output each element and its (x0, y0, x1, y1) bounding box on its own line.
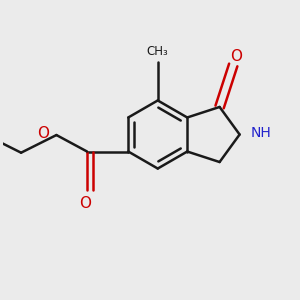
Text: CH₃: CH₃ (147, 44, 169, 58)
Text: O: O (80, 196, 92, 211)
Text: O: O (38, 126, 50, 141)
Text: O: O (230, 50, 242, 64)
Text: NH: NH (250, 126, 271, 140)
